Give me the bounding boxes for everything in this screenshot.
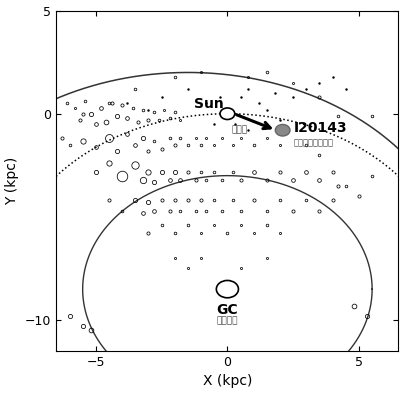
Text: 銀河中心: 銀河中心 xyxy=(217,316,238,325)
Text: I20143: I20143 xyxy=(294,121,347,135)
Text: 大質量星形成領域: 大質量星形成領域 xyxy=(294,138,334,147)
Text: Sun: Sun xyxy=(194,97,223,111)
Text: GC: GC xyxy=(217,303,238,317)
Text: 太陽系: 太陽系 xyxy=(231,125,248,134)
Y-axis label: Y (kpc): Y (kpc) xyxy=(6,157,19,205)
Circle shape xyxy=(275,125,290,136)
X-axis label: X (kpc): X (kpc) xyxy=(203,374,252,388)
Circle shape xyxy=(220,108,235,119)
